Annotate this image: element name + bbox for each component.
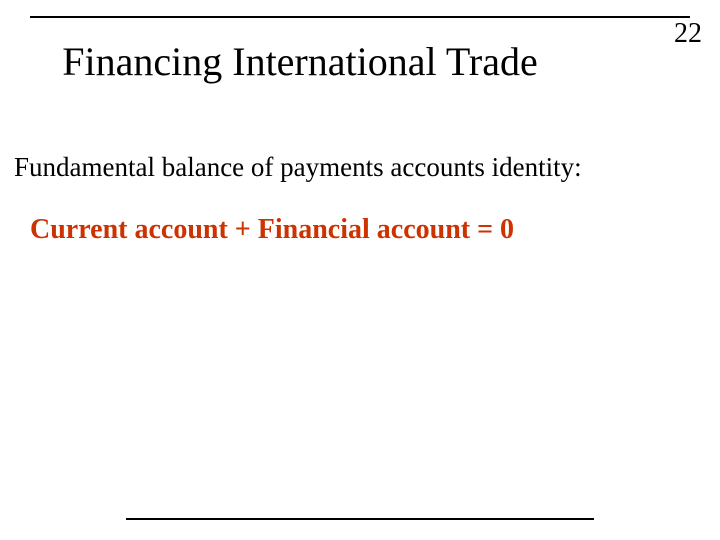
slide-title: Financing International Trade <box>0 38 600 85</box>
page-number: 22 <box>674 18 702 50</box>
body-text: Fundamental balance of payments accounts… <box>14 152 582 183</box>
identity-equation: Current account + Financial account = 0 <box>30 214 514 246</box>
bottom-horizontal-rule <box>126 518 594 520</box>
top-horizontal-rule <box>30 16 690 18</box>
